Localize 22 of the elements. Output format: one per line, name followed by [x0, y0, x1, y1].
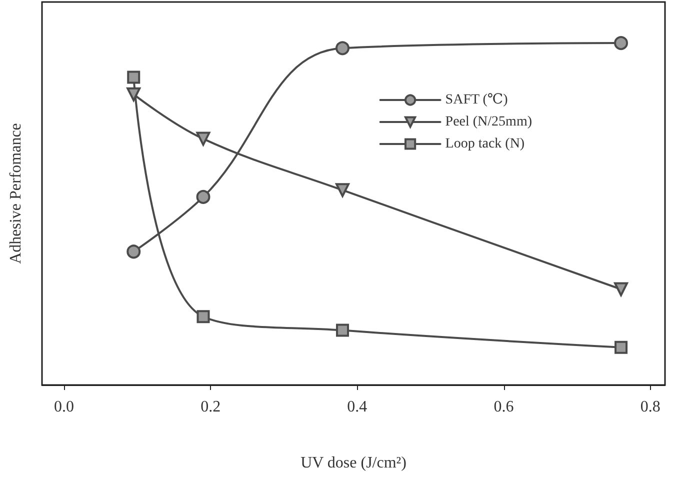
- x-axis-title: UV dose (J/cm²): [300, 454, 406, 472]
- point: [336, 183, 350, 198]
- x-tick-label: 0.8: [640, 398, 660, 416]
- legend-label: SAFT (℃): [445, 92, 508, 108]
- point: [196, 132, 210, 146]
- point: [336, 41, 350, 56]
- point: [127, 70, 140, 84]
- point: [196, 190, 210, 204]
- point: [126, 244, 141, 259]
- x-tick-label: 0.6: [494, 398, 514, 416]
- point: [614, 340, 628, 354]
- x-tick-label: 0.0: [54, 398, 74, 416]
- point: [336, 324, 350, 337]
- legend-label: Peel (N/25mm): [445, 114, 532, 130]
- y-axis-title: Adhesive Perfomance: [8, 123, 24, 264]
- point: [614, 36, 628, 50]
- point: [126, 87, 141, 102]
- point: [614, 282, 628, 296]
- point: [196, 310, 210, 324]
- x-tick-label: 0.2: [200, 398, 221, 416]
- x-tick-label: 0.4: [347, 398, 368, 416]
- legend-label: Loop tack (N): [445, 136, 525, 152]
